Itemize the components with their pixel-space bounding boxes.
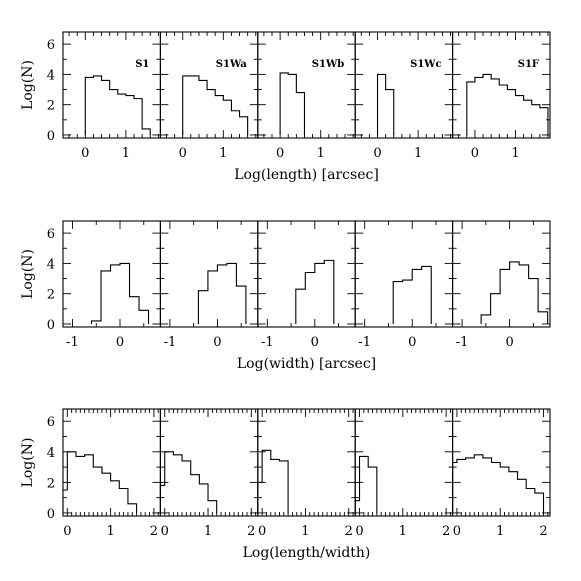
x-tick-label: 0 <box>116 335 124 350</box>
histogram-length-s1f <box>466 73 549 135</box>
x-tick-label: 2 <box>345 524 353 539</box>
x-tick-label: -1 <box>261 335 274 350</box>
x-tick-label: 0 <box>276 146 284 161</box>
panel-label-s1: S1 <box>135 59 149 70</box>
x-tick-label: -1 <box>456 335 469 350</box>
y-axis-label: Log(N) <box>20 249 36 299</box>
x-tick-label: 0 <box>408 335 416 350</box>
panel-frame-s1wc <box>354 408 454 517</box>
y-tick-label: 4 <box>47 446 55 461</box>
x-tick-label: 2 <box>442 524 450 539</box>
y-tick-label: 2 <box>47 99 55 114</box>
x-tick-label: 0 <box>311 335 319 350</box>
panel-frame-s1wb <box>257 220 356 328</box>
x-axis-label: Log(length) [arcsec] <box>234 167 379 183</box>
panel-frame-s1wa <box>159 220 259 328</box>
panel-frame-s1f <box>452 31 551 139</box>
y-axis-label: Log(N) <box>20 60 36 110</box>
histogram-length-width-s1wb <box>257 449 289 513</box>
x-tick-label: 2 <box>150 524 158 539</box>
histogram-length-s1wa <box>182 75 249 135</box>
x-tick-label: 0 <box>258 524 266 539</box>
histogram-length-width-s1wc <box>354 455 378 513</box>
x-axis-label: Log(width) [arcsec] <box>237 356 376 372</box>
y-tick-label: 0 <box>47 129 55 144</box>
x-tick-label: 1 <box>204 524 212 539</box>
histogram-length-s1wc <box>376 73 395 135</box>
panel-label-s1wa: S1Wa <box>216 59 248 70</box>
y-tick-label: 2 <box>47 476 55 491</box>
histogram-length-s1 <box>84 75 151 135</box>
histogram-width-s1f <box>480 261 549 324</box>
x-tick-label: 1 <box>122 146 130 161</box>
y-tick-label: 0 <box>47 318 55 333</box>
x-tick-label: 0 <box>373 146 381 161</box>
y-tick-label: 2 <box>47 288 55 303</box>
histogram-length-width-s1f <box>452 454 545 513</box>
x-tick-label: -1 <box>66 335 79 350</box>
x-tick-label: 1 <box>317 146 325 161</box>
panel-label-s1f: S1F <box>518 59 539 70</box>
y-tick-label: 4 <box>47 257 55 272</box>
x-tick-label: 2 <box>539 524 547 539</box>
histogram-width-s1wc <box>392 265 432 324</box>
histogram-length-s1wb <box>279 72 306 135</box>
x-tick-label: 1 <box>399 524 407 539</box>
y-tick-label: 4 <box>47 68 55 83</box>
panel-frame-s1wc <box>354 31 454 139</box>
x-tick-label: 0 <box>505 335 513 350</box>
histogram-width-s1wa <box>197 262 247 324</box>
histogram-length-width-s1 <box>62 451 138 513</box>
panel-frame-s1f <box>452 220 551 328</box>
y-tick-label: 6 <box>47 38 55 53</box>
panel-frame-s1wb <box>257 408 356 517</box>
x-tick-label: 0 <box>355 524 363 539</box>
x-tick-label: 1 <box>106 524 114 539</box>
x-axis-label: Log(length/width) <box>243 545 371 561</box>
x-tick-label: 2 <box>247 524 255 539</box>
panel-frame-s1f <box>452 408 551 517</box>
panel-frame-s1wa <box>159 31 259 139</box>
y-tick-label: 6 <box>47 227 55 242</box>
panel-label-s1wc: S1Wc <box>410 59 442 70</box>
panel-frame-s1 <box>62 31 161 139</box>
x-tick-label: 1 <box>301 524 309 539</box>
y-axis-label: Log(N) <box>20 438 36 488</box>
panel-label-s1wb: S1Wb <box>312 59 344 70</box>
x-tick-label: 1 <box>414 146 422 161</box>
histogram-length-width-s1wa <box>159 451 218 513</box>
x-tick-label: 0 <box>81 146 89 161</box>
histogram-width-s1wb <box>295 259 335 324</box>
panel-frame-s1 <box>62 220 161 328</box>
x-tick-label: 0 <box>161 524 169 539</box>
panel-frame-s1wb <box>257 31 356 139</box>
x-tick-label: 0 <box>213 335 221 350</box>
y-tick-label: 0 <box>47 507 55 522</box>
x-tick-label: -1 <box>164 335 177 350</box>
x-tick-label: 1 <box>219 146 227 161</box>
x-tick-label: 0 <box>471 146 479 161</box>
x-tick-label: 0 <box>179 146 187 161</box>
histogram-width-s1 <box>90 262 150 324</box>
y-tick-label: 6 <box>47 415 55 430</box>
x-tick-label: 1 <box>511 146 519 161</box>
panel-frame-s1wa <box>159 408 259 517</box>
panel-frame-s1wc <box>354 220 454 328</box>
x-tick-label: -1 <box>358 335 371 350</box>
x-tick-label: 0 <box>453 524 461 539</box>
panel-frame-s1 <box>62 408 161 517</box>
x-tick-label: 0 <box>63 524 71 539</box>
x-tick-label: 1 <box>496 524 504 539</box>
